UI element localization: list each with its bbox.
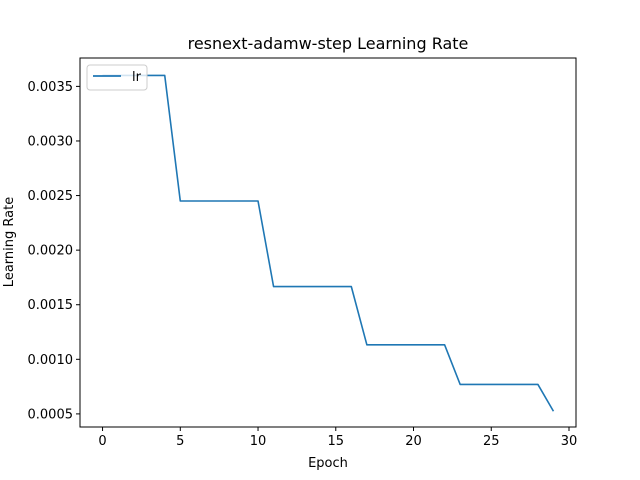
y-tick-label: 0.0025 [28,189,74,204]
x-tick-label: 20 [405,434,422,449]
y-tick-label: 0.0035 [28,80,74,95]
x-tick-label: 10 [250,434,267,449]
axes-frame [79,57,577,428]
x-axis-ticks: 0 5 10 15 20 25 30 [98,427,577,449]
legend-box [86,64,148,91]
x-axis-label: Epoch [308,456,348,471]
y-tick-label: 0.0015 [28,298,74,313]
y-axis-ticks: 0.0005 0.0010 0.0015 0.0020 0.0025 0.0030 0.00… [28,80,80,422]
x-tick-label: 0 [98,434,106,449]
y-tick-label: 0.0010 [28,353,74,368]
x-tick-label: 5 [176,434,184,449]
legend: lr [86,64,148,91]
x-tick-label: 15 [328,434,345,449]
chart-title: resnext-adamw-step Learning Rate [188,34,469,53]
legend-label-lr: lr [132,70,142,85]
y-axis-label: Learning Rate [2,197,17,287]
x-tick-label: 30 [561,434,578,449]
series-layer [102,74,555,412]
y-tick-label: 0.0020 [28,244,74,259]
y-tick-label: 0.0030 [28,134,74,149]
x-tick-label: 25 [483,434,500,449]
series-line-lr [102,74,555,412]
y-tick-label: 0.0005 [28,407,74,422]
